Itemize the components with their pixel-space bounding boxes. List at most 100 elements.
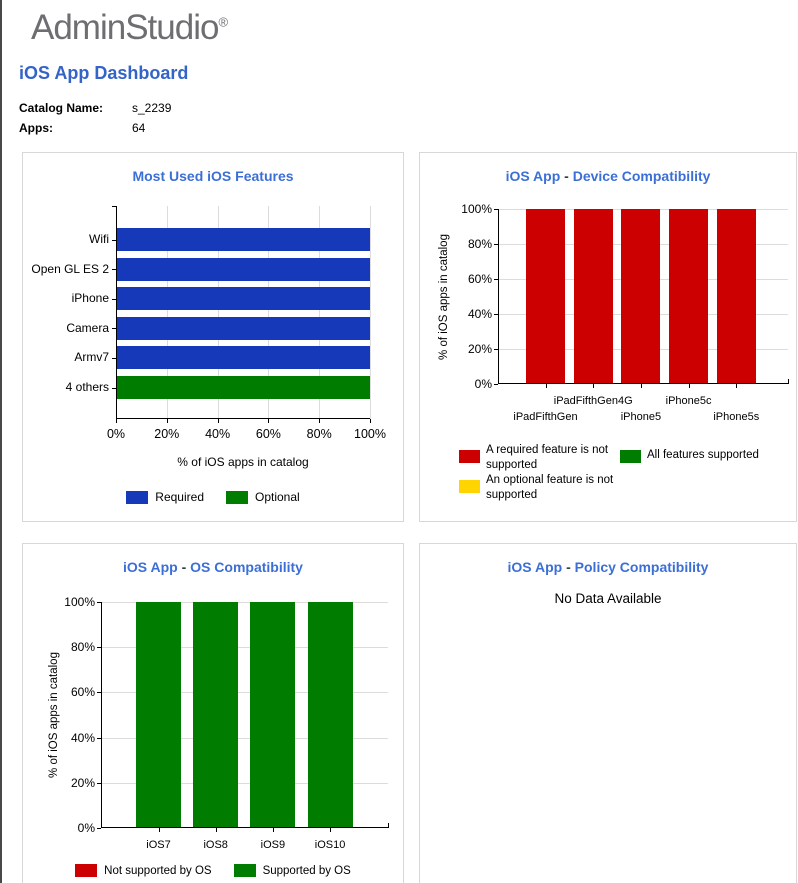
logo-text: AdminStudio bbox=[31, 8, 219, 47]
x-tick-label: 20% bbox=[154, 427, 180, 441]
apps-label: Apps: bbox=[19, 121, 53, 135]
legend: Required Optional bbox=[23, 490, 403, 504]
category-label-4-others: 4 others bbox=[65, 380, 109, 394]
y-axis-title: % of iOS apps in catalog bbox=[48, 652, 60, 778]
title-part: Device Compatibility bbox=[572, 168, 711, 184]
bar-iphone5[interactable] bbox=[621, 209, 661, 383]
y-axis-top-tick bbox=[112, 206, 116, 207]
legend-swatch-not-supported-by-os bbox=[75, 864, 98, 877]
x-label-iphone5s: iPhone5s bbox=[713, 411, 760, 423]
x-label-ios10: iOS10 bbox=[314, 839, 346, 851]
chart-device-compatibility: 0% 20% 40% 60% 80% 100% iPadFifthGen iPadFifthG… bbox=[420, 153, 796, 521]
gridline bbox=[102, 602, 388, 603]
x-axis-tick bbox=[158, 828, 160, 832]
legend-swatch-required bbox=[126, 490, 149, 504]
axis-frame bbox=[498, 209, 788, 384]
category-tick bbox=[112, 239, 116, 241]
chart-title-most-used-ios-features: Most Used iOS Features bbox=[132, 168, 294, 184]
x-axis-tick bbox=[370, 419, 371, 423]
y-tick-label: 80% bbox=[70, 640, 95, 655]
legend-item-optional: Optional bbox=[226, 490, 300, 504]
x-tick-label: 80% bbox=[306, 427, 332, 441]
panel-policy-compatibility: iOS App - Policy Compatibility No Data A… bbox=[419, 543, 797, 883]
legend-label-not-supported-by-os: Not supported by OS bbox=[104, 864, 212, 877]
category-tick bbox=[112, 269, 116, 271]
x-axis-end-tick bbox=[388, 823, 389, 828]
y-tick-label: 40% bbox=[70, 730, 95, 745]
legend-label-all-features-supported: All features supported bbox=[647, 449, 759, 461]
legend-swatch-optional bbox=[226, 490, 248, 504]
bar-ios10[interactable] bbox=[307, 602, 353, 827]
legend-item-supported-by-os: Supported by OS bbox=[233, 864, 351, 877]
bar-iphone[interactable] bbox=[117, 287, 370, 311]
x-label-iphone5: iPhone5 bbox=[620, 411, 662, 423]
chart-title-device-compatibility: iOS App - Device Compatibility bbox=[420, 168, 796, 184]
y-axis-tick bbox=[494, 314, 498, 315]
x-label-ios8: iOS8 bbox=[203, 839, 228, 851]
y-tick-label: 20% bbox=[467, 342, 492, 356]
bar-wifi[interactable] bbox=[117, 228, 370, 251]
gridline bbox=[102, 647, 388, 649]
catalog-name-row: Catalog Name: s_2239 bbox=[19, 101, 171, 115]
gridline bbox=[166, 206, 168, 419]
bar-iphone5s[interactable] bbox=[716, 209, 756, 383]
y-tick-label: 100% bbox=[64, 595, 95, 609]
legend-label-required: Required bbox=[155, 490, 204, 504]
gridline bbox=[102, 782, 388, 784]
title-separator: - bbox=[564, 168, 569, 184]
y-axis-tick bbox=[97, 647, 101, 649]
legend-swatch-a-required-feature-is-not-supported bbox=[459, 450, 480, 463]
gridline bbox=[102, 737, 388, 739]
y-tick-label: 0% bbox=[474, 377, 492, 391]
bar-camera[interactable] bbox=[117, 316, 370, 340]
page-title: iOS App Dashboard bbox=[19, 63, 189, 83]
legend-swatch-an-optional-feature-is-not-supported bbox=[459, 480, 480, 493]
bar-open-gl-es-2[interactable] bbox=[117, 257, 370, 281]
adminstudio-logo: AdminStudio® bbox=[31, 8, 228, 48]
axis-frame bbox=[116, 206, 370, 419]
bar-ipadfifthgen[interactable] bbox=[526, 209, 565, 383]
y-tick-label: 100% bbox=[461, 202, 492, 216]
x-label-ios7: iOS7 bbox=[146, 839, 171, 851]
category-label-camera: Camera bbox=[66, 320, 109, 335]
y-axis-tick bbox=[97, 737, 101, 739]
x-axis-tick bbox=[319, 419, 321, 423]
bar-iphone5c[interactable] bbox=[669, 209, 709, 383]
bar-4-others[interactable] bbox=[117, 376, 370, 399]
bar-armv7[interactable] bbox=[117, 346, 370, 370]
panel-os-compatibility: iOS App - OS Compatibility 0% 20% 40% 60% 80… bbox=[22, 543, 404, 883]
chart-os-compatibility: 0% 20% 40% 60% 80% 100% iOS7 iOS8 iOS9 iOS10 % of … bbox=[23, 544, 403, 883]
y-axis-tick bbox=[494, 349, 498, 350]
x-axis-tick bbox=[116, 419, 117, 423]
bar-ipadfifthgen4g[interactable] bbox=[573, 209, 613, 383]
title-part: iOS App bbox=[505, 168, 561, 184]
y-axis-tick bbox=[97, 602, 101, 603]
x-axis-tick bbox=[217, 419, 219, 423]
x-axis-tick bbox=[330, 828, 332, 832]
x-axis-tick bbox=[736, 384, 738, 388]
x-label-ios9: iOS9 bbox=[260, 839, 286, 851]
y-axis-tick bbox=[97, 828, 101, 829]
x-axis-tick bbox=[215, 828, 217, 832]
legend-item-not-supported-by-os: Not supported by OS bbox=[75, 864, 212, 877]
x-label-ipadfifthgen4g: iPadFifthGen4G bbox=[553, 395, 633, 407]
x-axis-tick bbox=[545, 384, 547, 388]
apps-value: 64 bbox=[132, 121, 146, 135]
x-tick-label: 100% bbox=[354, 427, 386, 441]
category-tick bbox=[112, 328, 116, 330]
title-part: iOS App bbox=[123, 559, 178, 575]
bar-ios8[interactable] bbox=[193, 602, 239, 827]
no-data-message: No Data Available bbox=[554, 591, 662, 606]
title-separator: - bbox=[566, 559, 571, 575]
x-axis-title: % of iOS apps in catalog bbox=[177, 455, 309, 469]
legend-swatch-supported-by-os bbox=[233, 864, 256, 877]
y-axis-tick bbox=[97, 692, 101, 694]
bar-ios7[interactable] bbox=[136, 602, 181, 827]
category-tick bbox=[112, 387, 116, 389]
panel-most-used-ios-features: Most Used iOS Features 0% 20% 40% 60% 80% 100… bbox=[22, 152, 404, 522]
gridline bbox=[268, 206, 270, 419]
title-part: Policy Compatibility bbox=[574, 559, 709, 575]
x-tick-label: 0% bbox=[106, 427, 126, 441]
bar-ios9[interactable] bbox=[250, 602, 296, 827]
y-axis-tick bbox=[494, 244, 498, 245]
